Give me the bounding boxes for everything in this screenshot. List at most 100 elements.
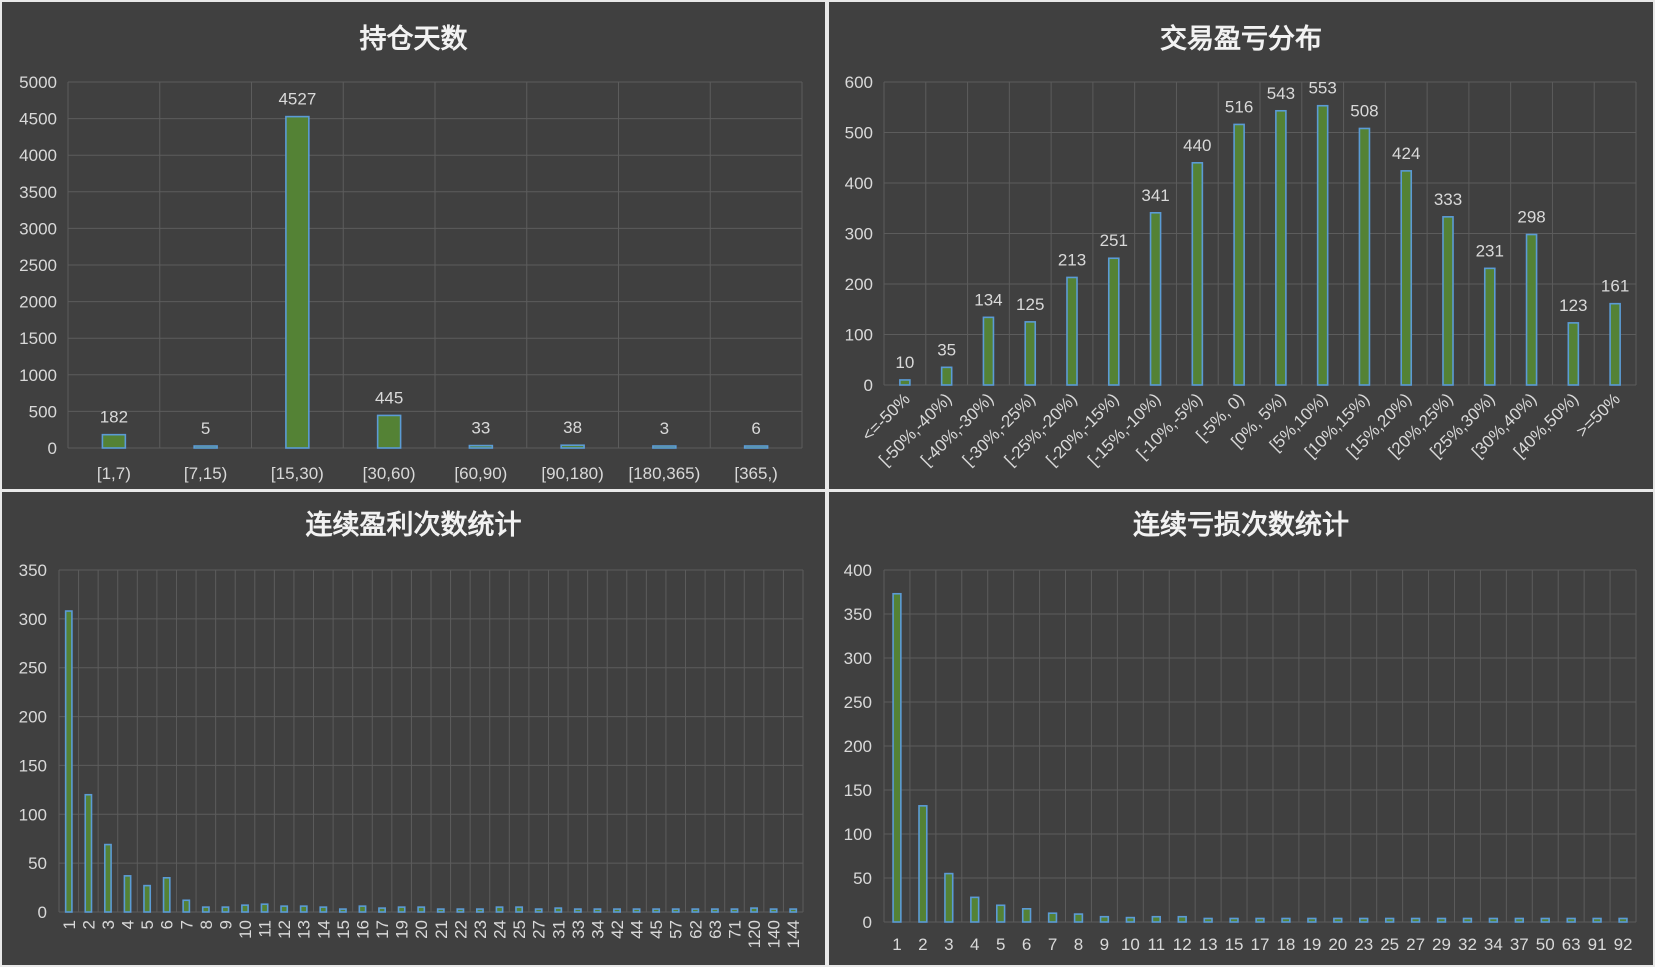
x-tick-label: 27 <box>1406 935 1425 954</box>
bar <box>286 117 309 448</box>
bar <box>203 907 209 912</box>
chart-panel-pnl-distribution: 交易盈亏分布 0 100 200 300 400 500 600 10 35 134 125 213 25… <box>829 2 1653 489</box>
bar <box>731 909 737 912</box>
x-tick-label: [180,365) <box>628 464 700 483</box>
data-label: 5 <box>201 419 210 438</box>
x-tick-label: [30,60) <box>363 464 416 483</box>
x-tick-label: 29 <box>1432 935 1451 954</box>
x-tick-label: 2 <box>918 935 927 954</box>
chart-panel-holding-days: 持仓天数 0 500 1000 1500 2000 2500 3000 3500 4000 4500… <box>2 2 825 489</box>
bar <box>1438 918 1446 922</box>
x-tick-label: 6 <box>158 920 177 929</box>
bar <box>900 380 910 385</box>
bar <box>594 909 600 912</box>
y-tick-label: 50 <box>853 869 872 888</box>
bar <box>320 907 326 912</box>
bar <box>124 876 130 912</box>
x-tick-label: 45 <box>647 920 666 939</box>
data-label: 445 <box>375 388 403 407</box>
bar <box>1075 914 1083 922</box>
bar <box>673 909 679 912</box>
x-tick-label: 27 <box>530 920 549 939</box>
bar <box>105 845 111 912</box>
x-tick-label: 18 <box>1276 935 1295 954</box>
x-tick-label: 7 <box>1048 935 1057 954</box>
bar <box>536 909 542 912</box>
y-tick-label: 100 <box>845 326 873 345</box>
x-tick-label: 17 <box>1251 935 1270 954</box>
bar <box>997 905 1005 922</box>
bar <box>359 906 365 912</box>
bar <box>1359 128 1369 385</box>
x-tick-label: 44 <box>628 920 647 939</box>
data-label: 231 <box>1476 241 1504 260</box>
bar <box>653 909 659 912</box>
x-tick-label: 22 <box>451 920 470 939</box>
x-tick-label: 57 <box>667 920 686 939</box>
y-tick-label: 0 <box>864 376 873 395</box>
bar <box>942 367 952 385</box>
bar <box>183 900 189 912</box>
bar <box>1204 918 1212 922</box>
data-label: 123 <box>1559 296 1587 315</box>
bar <box>893 594 901 922</box>
y-tick-label: 0 <box>38 903 47 922</box>
bar <box>1126 918 1134 922</box>
bar <box>1619 918 1627 922</box>
y-tick-label: 400 <box>844 561 872 580</box>
bar <box>66 611 72 912</box>
y-tick-label: 300 <box>845 225 873 244</box>
x-tick-label: 23 <box>1354 935 1373 954</box>
bar <box>1230 918 1238 922</box>
data-label: 508 <box>1350 101 1378 120</box>
y-tick-label: 3500 <box>19 183 57 202</box>
data-label: 553 <box>1308 79 1336 98</box>
x-tick-label: 12 <box>1173 935 1192 954</box>
y-tick-label: 500 <box>845 124 873 143</box>
data-label: 10 <box>895 353 914 372</box>
gridlines <box>68 82 802 448</box>
bar <box>1568 323 1578 385</box>
y-tick-label: 4000 <box>19 146 57 165</box>
x-tick-label: 71 <box>725 920 744 939</box>
x-tick-label: 19 <box>1302 935 1321 954</box>
bar <box>477 909 483 912</box>
data-label: 213 <box>1058 250 1086 269</box>
y-tick-label: 300 <box>844 649 872 668</box>
bar <box>1489 918 1497 922</box>
x-tick-label: [7,15) <box>184 464 227 483</box>
bar <box>712 909 718 912</box>
x-tick-label: 5 <box>138 920 157 929</box>
x-tick-label: 3 <box>99 920 118 929</box>
data-label: 182 <box>100 408 128 427</box>
chart-panel-consecutive-wins: 连续盈利次数统计 0 50 100 150 200 250 300 350 1 2 3 4 5 6 7 8 9 10… <box>2 492 825 965</box>
bar <box>496 907 502 912</box>
y-tick-label: 100 <box>844 825 872 844</box>
x-tick-label: 12 <box>275 920 294 939</box>
bar <box>164 878 170 912</box>
x-tick-label: 37 <box>1510 935 1529 954</box>
y-tick-label: 150 <box>19 756 47 775</box>
data-label: 33 <box>471 419 490 438</box>
y-tick-label: 50 <box>28 854 47 873</box>
x-tick-label: 144 <box>784 920 803 948</box>
y-tick-label: 100 <box>19 805 47 824</box>
y-tick-label: 4500 <box>19 110 57 129</box>
x-tick-label: 15 <box>334 920 353 939</box>
x-tick-label: [1,7) <box>97 464 131 483</box>
x-tick-label: 4 <box>119 920 138 929</box>
x-tick-label: 6 <box>1022 935 1031 954</box>
x-tick-label: 5 <box>996 935 1005 954</box>
x-tick-label: 13 <box>295 920 314 939</box>
y-tick-label: 1000 <box>19 366 57 385</box>
x-tick-label: 17 <box>373 920 392 939</box>
y-tick-label: 200 <box>19 708 47 727</box>
chart-title: 连续亏损次数统计 <box>1133 509 1349 541</box>
data-label: 333 <box>1434 190 1462 209</box>
data-label: 543 <box>1267 84 1295 103</box>
x-tick-label: 3 <box>944 935 953 954</box>
bar <box>1151 213 1161 385</box>
bar <box>1593 918 1601 922</box>
bar <box>561 445 584 448</box>
y-tick-label: 2500 <box>19 256 57 275</box>
